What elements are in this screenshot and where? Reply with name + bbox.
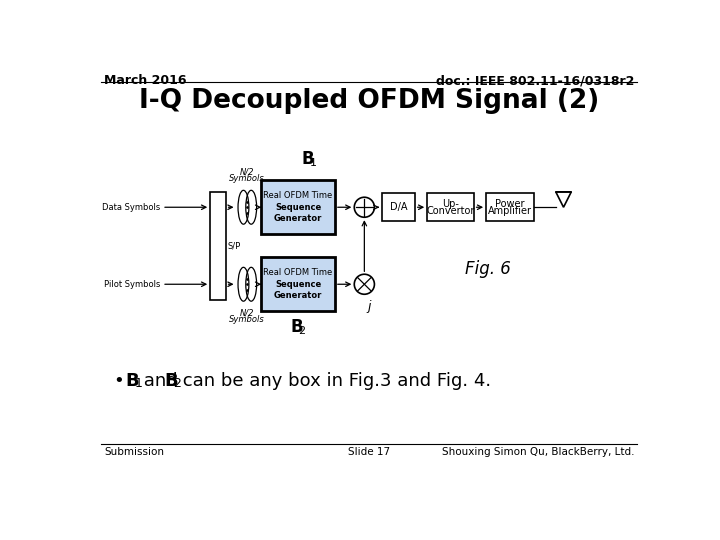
Text: j: j — [367, 300, 371, 313]
Text: Convertor: Convertor — [426, 206, 474, 217]
Text: Symbols: Symbols — [230, 174, 265, 183]
Text: B: B — [126, 372, 139, 389]
Bar — [427, 193, 474, 221]
Bar — [486, 193, 534, 221]
Text: B: B — [302, 150, 315, 168]
Text: Amplifier: Amplifier — [488, 206, 532, 217]
Text: Slide 17: Slide 17 — [348, 447, 390, 457]
Text: Sequence: Sequence — [275, 202, 321, 212]
Text: Power: Power — [495, 199, 525, 209]
Text: March 2016: March 2016 — [104, 74, 186, 87]
Text: Pilot Symbols: Pilot Symbols — [104, 280, 161, 289]
Text: N/2: N/2 — [240, 309, 255, 318]
Text: Generator: Generator — [274, 291, 323, 300]
Text: B: B — [164, 372, 178, 389]
Text: Up-: Up- — [442, 199, 459, 209]
Bar — [261, 180, 335, 234]
Text: can be any box in Fig.3 and Fig. 4.: can be any box in Fig.3 and Fig. 4. — [177, 372, 491, 389]
Bar — [261, 257, 335, 311]
Text: Shouxing Simon Qu, BlackBerry, Ltd.: Shouxing Simon Qu, BlackBerry, Ltd. — [441, 447, 634, 457]
Text: 1: 1 — [134, 377, 142, 390]
Bar — [382, 193, 415, 221]
Text: 2: 2 — [299, 326, 305, 336]
Text: Fig. 6: Fig. 6 — [465, 260, 511, 278]
Text: Data Symbols: Data Symbols — [102, 202, 161, 212]
Text: N/2: N/2 — [240, 167, 255, 177]
Text: •: • — [113, 372, 124, 389]
Text: 1: 1 — [310, 158, 317, 168]
Text: I-Q Decoupled OFDM Signal (2): I-Q Decoupled OFDM Signal (2) — [139, 88, 599, 114]
Text: Sequence: Sequence — [275, 280, 321, 289]
Text: doc.: IEEE 802.11-16/0318r2: doc.: IEEE 802.11-16/0318r2 — [436, 74, 634, 87]
Bar — [210, 192, 225, 300]
Text: Generator: Generator — [274, 213, 323, 222]
Text: D/A: D/A — [390, 202, 408, 212]
Text: Real OFDM Time: Real OFDM Time — [264, 268, 333, 277]
Text: and: and — [138, 372, 184, 389]
Text: S/P: S/P — [228, 241, 240, 250]
Text: 2: 2 — [173, 377, 181, 390]
Text: Submission: Submission — [104, 447, 164, 457]
Text: B: B — [291, 318, 303, 335]
Text: Real OFDM Time: Real OFDM Time — [264, 191, 333, 200]
Text: Symbols: Symbols — [230, 315, 265, 324]
